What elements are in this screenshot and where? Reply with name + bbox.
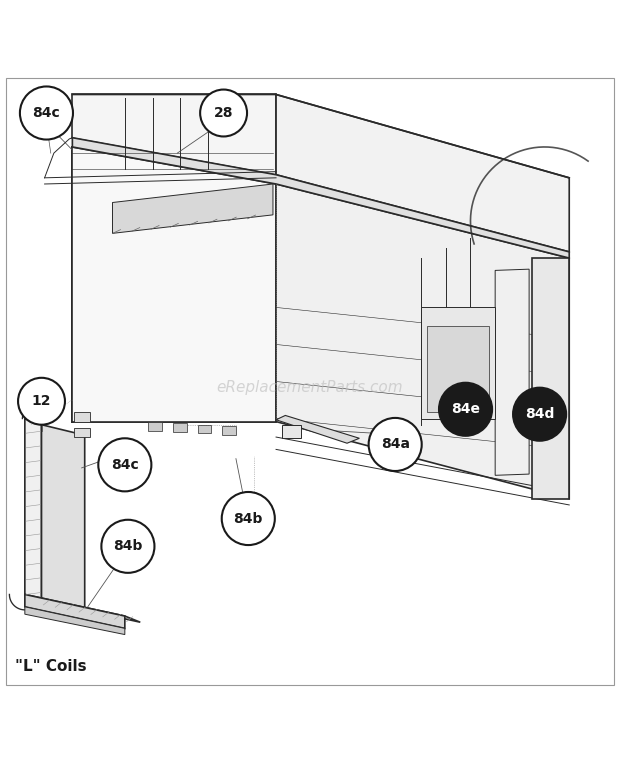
Polygon shape	[495, 269, 529, 475]
Bar	[74, 428, 90, 437]
Text: eReplacementParts.com: eReplacementParts.com	[216, 380, 404, 395]
Bar	[148, 422, 162, 431]
Text: 28: 28	[214, 106, 233, 120]
Text: 84a: 84a	[381, 437, 410, 452]
Text: 84d: 84d	[525, 407, 554, 421]
Text: 12: 12	[32, 394, 51, 408]
Polygon shape	[42, 425, 85, 611]
Polygon shape	[73, 147, 276, 422]
Polygon shape	[25, 594, 140, 622]
Bar	[173, 423, 187, 432]
Bar	[427, 326, 489, 412]
Text: 84e: 84e	[451, 402, 480, 417]
Circle shape	[102, 520, 154, 573]
Circle shape	[99, 438, 151, 491]
Polygon shape	[73, 95, 276, 175]
Bar	[421, 307, 495, 419]
Polygon shape	[532, 258, 569, 499]
Polygon shape	[276, 184, 569, 499]
Circle shape	[513, 388, 566, 441]
Polygon shape	[25, 594, 125, 629]
Polygon shape	[112, 184, 273, 233]
Circle shape	[222, 492, 275, 545]
Text: 84b: 84b	[113, 539, 143, 553]
Circle shape	[439, 383, 492, 436]
Text: 84c: 84c	[111, 458, 139, 472]
Circle shape	[369, 418, 422, 471]
Bar	[198, 425, 211, 433]
Polygon shape	[25, 607, 125, 635]
Bar	[282, 425, 301, 438]
Bar	[223, 426, 236, 435]
Polygon shape	[276, 95, 569, 252]
Polygon shape	[73, 137, 569, 258]
Text: "L" Coils: "L" Coils	[15, 659, 87, 674]
Polygon shape	[276, 415, 360, 443]
Polygon shape	[25, 419, 42, 600]
Bar	[74, 412, 90, 422]
Circle shape	[20, 86, 73, 140]
Text: 84b: 84b	[234, 511, 263, 526]
Text: 84c: 84c	[33, 106, 60, 120]
Circle shape	[200, 89, 247, 137]
Circle shape	[18, 378, 65, 425]
